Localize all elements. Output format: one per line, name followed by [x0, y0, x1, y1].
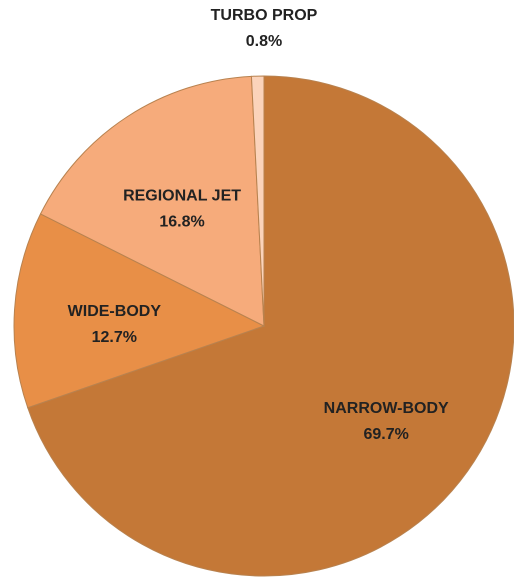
slice-label: REGIONAL JET 16.8%	[123, 187, 241, 230]
value-label: 12.7%	[92, 329, 137, 346]
value-label: 69.7%	[363, 426, 408, 443]
category-label: NARROW-BODY	[324, 400, 449, 417]
slice-label: WIDE-BODY 12.7%	[68, 303, 162, 346]
slice-label: TURBO PROP 0.8%	[211, 7, 318, 50]
category-label: TURBO PROP	[211, 7, 318, 24]
value-label: 16.8%	[159, 213, 204, 230]
pie-slice	[13, 213, 266, 409]
pie-slice	[39, 75, 265, 327]
category-label: REGIONAL JET	[123, 187, 241, 204]
category-label: WIDE-BODY	[68, 303, 162, 320]
value-label: 0.8%	[246, 33, 282, 50]
pie-slice	[27, 75, 514, 577]
slice-label: NARROW-BODY 69.7%	[324, 400, 449, 443]
pie-slice	[250, 75, 265, 327]
